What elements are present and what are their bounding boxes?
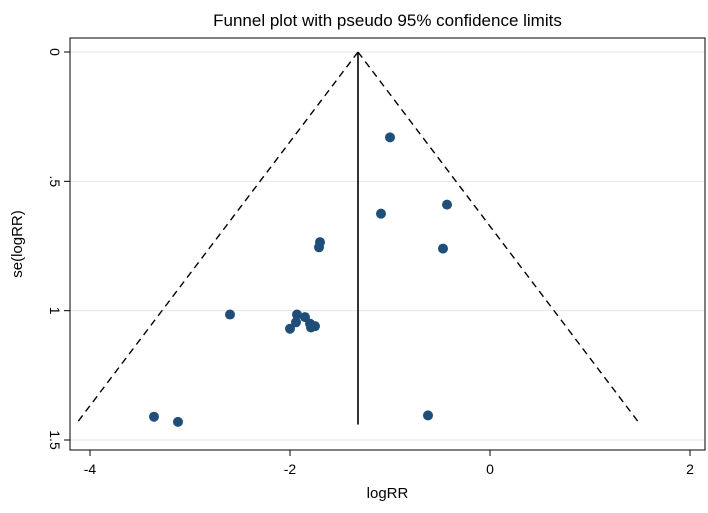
data-point-9	[291, 317, 301, 328]
x-axis-ticks: -4 -2 0 2	[84, 450, 694, 477]
data-point-1	[442, 199, 452, 210]
points-layer	[149, 132, 452, 427]
y-tick-label-2: 1	[47, 307, 63, 315]
chart-title: Funnel plot with pseudo 95% confidence l…	[213, 11, 562, 30]
data-point-4	[314, 242, 324, 253]
x-tick-label-3: 2	[686, 461, 694, 477]
lower-confidence-limit	[75, 51, 359, 425]
data-point-13	[285, 323, 295, 334]
data-point-16	[173, 416, 183, 427]
y-tick-label-3: 1.5	[47, 430, 63, 450]
funnel-layer	[75, 51, 641, 425]
data-point-5	[438, 243, 448, 254]
y-axis-label: se(logRR)	[9, 210, 26, 278]
data-point-0	[385, 132, 395, 143]
data-point-2	[376, 208, 386, 219]
x-tick-label-2: 0	[486, 461, 494, 477]
data-point-15	[423, 410, 433, 421]
plot-frame	[69, 37, 706, 451]
y-tick-label-0: 0	[47, 48, 63, 56]
y-tick-label-1: .5	[47, 175, 63, 187]
x-axis-label: logRR	[367, 485, 409, 502]
x-tick-label-0: -4	[84, 461, 97, 477]
upper-confidence-limit	[357, 51, 641, 425]
y-axis-ticks: 0 .5 1 1.5	[47, 48, 70, 450]
data-point-6	[225, 309, 235, 320]
data-point-12	[306, 322, 316, 333]
grid-layer	[70, 51, 705, 441]
data-point-7	[292, 309, 302, 320]
data-point-14	[149, 411, 159, 422]
x-tick-label-1: -2	[284, 461, 297, 477]
